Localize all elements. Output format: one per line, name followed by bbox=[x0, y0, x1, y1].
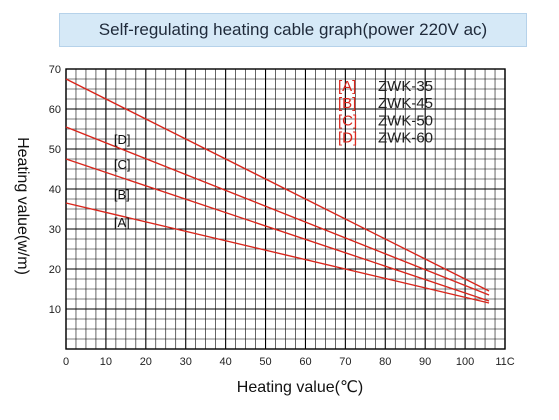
series-line-zwk-45 bbox=[65, 158, 490, 302]
x-tick-label: 70 bbox=[339, 356, 351, 368]
x-tick-label: 20 bbox=[140, 356, 152, 368]
legend-tag: [B] bbox=[338, 95, 356, 112]
y-tick-label: 10 bbox=[49, 304, 61, 316]
legend-tag: [C] bbox=[338, 112, 357, 129]
y-tick-label: 30 bbox=[49, 224, 61, 236]
inline-series-label: [B] bbox=[114, 187, 130, 202]
plot-border bbox=[65, 68, 506, 350]
x-tick-label: 50 bbox=[259, 356, 271, 368]
inline-series-label: [A] bbox=[114, 215, 130, 230]
x-tick-label: 30 bbox=[180, 356, 192, 368]
y-tick-label: 50 bbox=[49, 144, 61, 156]
grid bbox=[65, 68, 506, 350]
y-axis-label: Heating value(w/m) bbox=[14, 137, 31, 275]
x-tick-label: 40 bbox=[220, 356, 232, 368]
chart-title: Self-regulating heating cable graph(powe… bbox=[59, 13, 527, 47]
x-tick-label: 60 bbox=[299, 356, 311, 368]
legend-entry: ZWK-60 bbox=[378, 130, 433, 147]
y-tick-label: 40 bbox=[49, 184, 61, 196]
legend-entry: ZWK-50 bbox=[378, 112, 433, 129]
x-tick-label: 90 bbox=[419, 356, 431, 368]
x-tick-label: 0 bbox=[63, 356, 69, 368]
series-line-zwk-35 bbox=[65, 202, 490, 304]
x-tick-label: 10 bbox=[100, 356, 112, 368]
legend-entry: ZWK-45 bbox=[378, 95, 433, 112]
x-tick-label: 11C bbox=[495, 356, 514, 368]
legend-tag: [A] bbox=[338, 78, 356, 95]
legend-tag: [D] bbox=[338, 130, 357, 147]
y-tick-label: 70 bbox=[49, 64, 61, 76]
inline-series-label: [C] bbox=[114, 157, 131, 172]
x-axis-label: Heating value(℃) bbox=[236, 379, 364, 396]
series-line-zwk-50 bbox=[65, 126, 490, 296]
legend-entry: ZWK-35 bbox=[378, 78, 433, 95]
x-tick-label: 100 bbox=[456, 356, 474, 368]
x-tick-label: 80 bbox=[379, 356, 391, 368]
y-tick-label: 60 bbox=[49, 104, 61, 116]
series-line-zwk-60 bbox=[65, 78, 490, 292]
inline-series-label: [D] bbox=[114, 132, 131, 147]
y-tick-label: 20 bbox=[49, 264, 61, 276]
